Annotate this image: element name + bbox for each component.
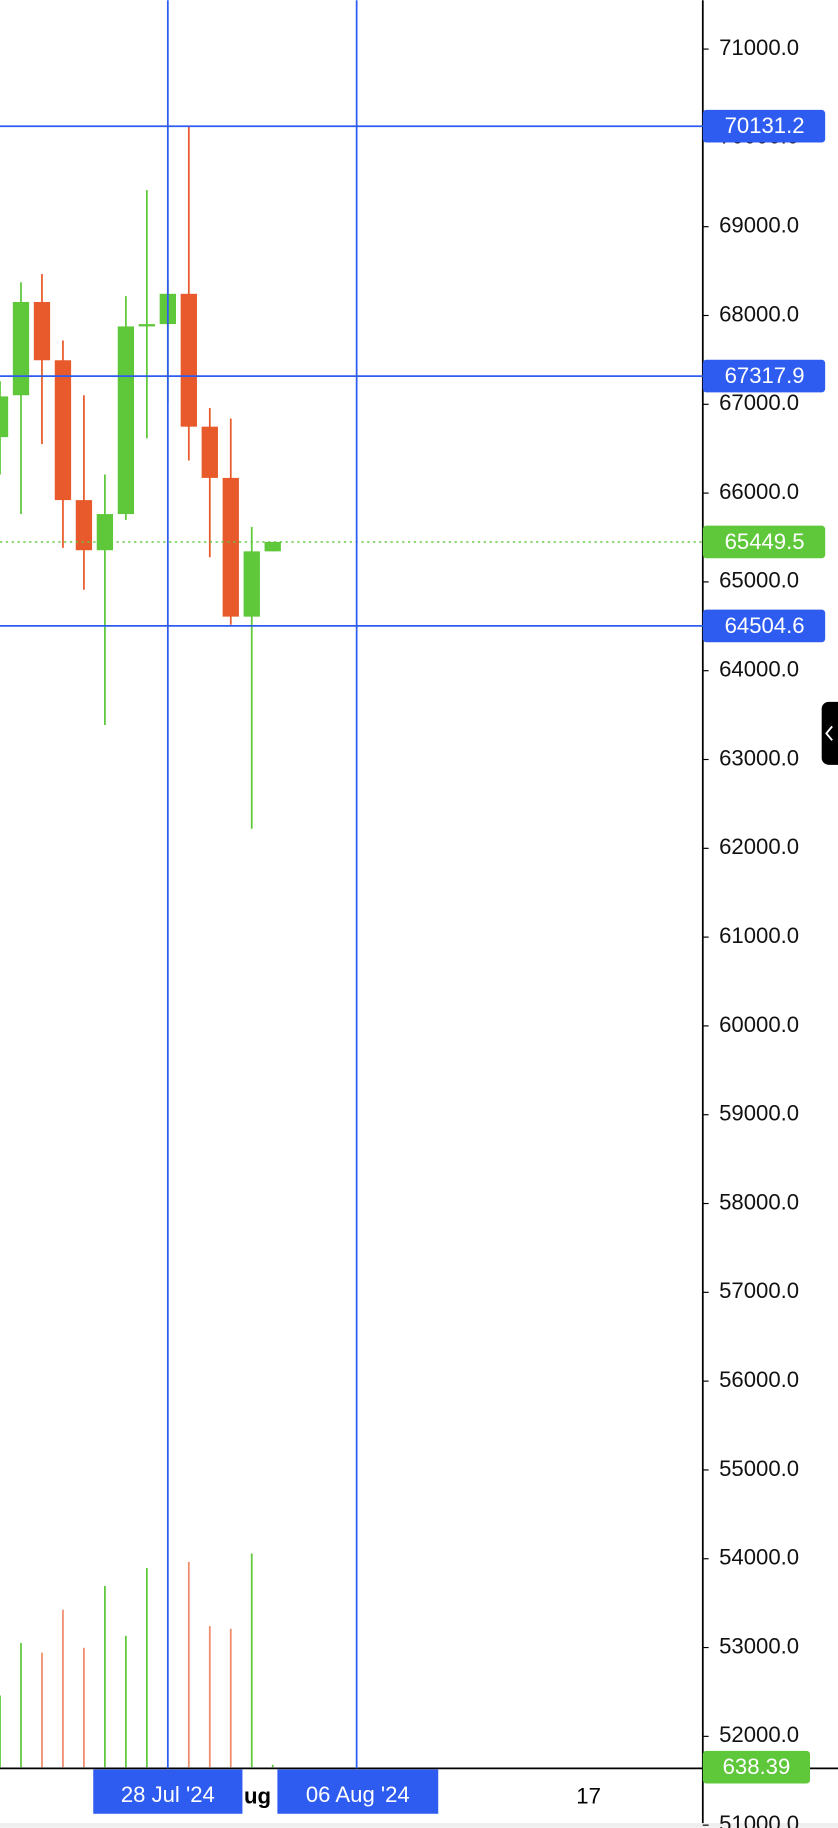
price-tag	[702, 109, 826, 143]
price-tag-label: 67317.9	[725, 363, 805, 388]
collapse-handle[interactable]	[821, 701, 838, 765]
y-tick-label: 51000.0	[719, 1811, 799, 1828]
y-tick-label: 69000.0	[719, 213, 799, 238]
bottom-strip	[0, 1823, 838, 1828]
last-price-label: 65449.5	[725, 529, 805, 554]
candle-body	[264, 541, 281, 552]
date-tag	[93, 1769, 243, 1814]
y-tick-label: 59000.0	[719, 1101, 799, 1126]
y-tick-label: 64000.0	[719, 657, 799, 682]
candle-body	[117, 326, 135, 515]
y-tick-label: 66000.0	[719, 479, 799, 504]
candle-body	[96, 514, 114, 551]
y-tick-label: 58000.0	[719, 1189, 799, 1214]
y-tick-label: 62000.0	[719, 834, 799, 859]
candle-body	[243, 551, 260, 617]
price-tag-label: 64504.6	[725, 613, 805, 638]
candle-body	[201, 426, 218, 478]
date-tag-label: 06 Aug '24	[306, 1782, 410, 1807]
date-tag-label: 28 Jul '24	[121, 1782, 215, 1807]
candle-body	[222, 477, 239, 617]
date-tag	[277, 1769, 439, 1814]
y-tick-label: 56000.0	[719, 1367, 799, 1392]
candle-body	[138, 324, 156, 327]
candle-body	[12, 301, 30, 396]
last-price-tag	[702, 525, 826, 559]
price-tag	[702, 359, 826, 393]
y-tick-label: 68000.0	[719, 301, 799, 326]
y-tick-label: 57000.0	[719, 1278, 799, 1303]
y-tick-label: 53000.0	[719, 1633, 799, 1658]
y-tick-label: 63000.0	[719, 745, 799, 770]
y-tick-label: 71000.0	[719, 35, 799, 60]
y-tick-label: 52000.0	[719, 1722, 799, 1747]
y-tick-label: 60000.0	[719, 1012, 799, 1037]
volume-tag	[702, 1750, 811, 1784]
y-tick-label: 65000.0	[719, 568, 799, 593]
candle-body	[33, 301, 51, 361]
price-tag	[702, 609, 826, 643]
price-tag-label: 70131.2	[725, 113, 805, 138]
y-tick-label: 67000.0	[719, 390, 799, 415]
collapse-button[interactable]	[821, 701, 838, 765]
x-tick-label: 17	[576, 1783, 601, 1808]
x-tick-label: ug	[244, 1783, 271, 1808]
y-tick-label: 55000.0	[719, 1456, 799, 1481]
candle-body	[75, 500, 93, 551]
collapse-icon	[825, 725, 833, 741]
y-tick-label: 61000.0	[719, 923, 799, 948]
candle-body	[0, 396, 9, 438]
y-tick-label: 54000.0	[719, 1545, 799, 1570]
candle-body	[180, 293, 197, 427]
candle-body	[54, 360, 72, 501]
volume-tag-label: 638.39	[723, 1754, 791, 1779]
